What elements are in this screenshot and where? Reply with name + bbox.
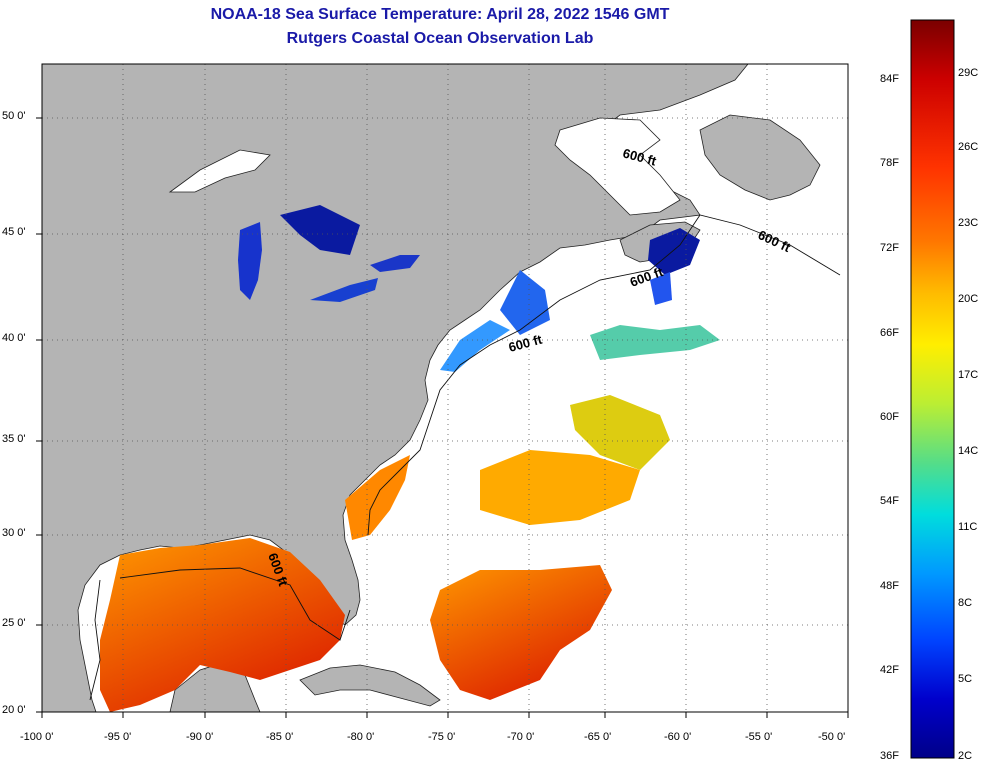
gulf-stream-yellow xyxy=(570,395,670,470)
colorbar-c-label: 23C xyxy=(958,217,979,229)
colorbar-c-label: 20C xyxy=(958,293,979,305)
lon-label: -90 0' xyxy=(186,731,214,743)
colorbar-f-label: 72F xyxy=(880,242,899,254)
colorbar-f-label: 36F xyxy=(880,750,899,762)
lake-superior xyxy=(168,149,271,193)
lat-label: 50 0' xyxy=(2,110,26,122)
colorbar-f-label: 60F xyxy=(880,411,899,423)
gulf-600ft-contour xyxy=(89,567,351,701)
colorbar-c-label: 11C xyxy=(958,521,978,533)
lake-erie-sst xyxy=(310,278,378,302)
lat-label: 40 0' xyxy=(2,332,26,344)
bahamas-atlantic-sst xyxy=(430,565,612,700)
colorbar xyxy=(910,19,955,759)
mid-atlantic-sst xyxy=(440,320,510,372)
lon-label: -65 0' xyxy=(584,731,612,743)
lon-label: -55 0' xyxy=(745,731,773,743)
colorbar-f-label: 78F xyxy=(880,157,899,169)
nova-scotia-sst xyxy=(648,228,700,275)
lon-label: -85 0' xyxy=(266,731,294,743)
graticule xyxy=(42,64,848,712)
newfoundland-land xyxy=(699,114,821,201)
colorbar-f-label: 42F xyxy=(880,664,899,676)
map-subtitle: Rutgers Coastal Ocean Observation Lab xyxy=(286,30,594,47)
colorbar-f-label: 84F xyxy=(880,73,899,85)
lake-michigan-sst xyxy=(238,222,262,300)
lat-label: 25 0' xyxy=(2,617,26,629)
axis-ticks xyxy=(36,117,849,718)
lake-huron-sst xyxy=(280,205,360,255)
lon-label: -95 0' xyxy=(104,731,132,743)
colorbar-c-label: 8C xyxy=(958,597,973,609)
colorbar-f-label: 54F xyxy=(880,495,899,507)
lake-ontario-sst xyxy=(370,255,420,272)
scotian-shelf-sst xyxy=(650,272,672,305)
slope-water-sst xyxy=(590,325,720,360)
lon-label: -60 0' xyxy=(664,731,692,743)
cuba-land xyxy=(299,664,441,707)
lon-label: -75 0' xyxy=(428,731,456,743)
lat-label: 45 0' xyxy=(2,226,26,238)
600ft-contour xyxy=(367,214,841,536)
colorbar-c-label: 5C xyxy=(958,673,973,685)
sargasso-sst xyxy=(480,450,640,525)
lon-label: -70 0' xyxy=(507,731,535,743)
gulf-of-st-lawrence xyxy=(554,117,681,216)
lat-label: 35 0' xyxy=(2,433,26,445)
colorbar-c-label: 14C xyxy=(958,445,979,457)
colorbar-f-label: 48F xyxy=(880,580,899,592)
lon-label: -80 0' xyxy=(347,731,375,743)
colorbar-c-label: 17C xyxy=(958,369,979,381)
north-america-land xyxy=(42,64,749,712)
map-title: NOAA-18 Sea Surface Temperature: April 2… xyxy=(210,6,670,23)
lat-label: 20 0' xyxy=(2,704,26,716)
lon-label: -100 0' xyxy=(20,731,54,743)
gulf-of-maine-sst xyxy=(500,270,550,335)
colorbar-c-label: 29C xyxy=(958,67,979,79)
lon-label: -50 0' xyxy=(818,731,846,743)
colorbar-c-label: 26C xyxy=(958,141,979,153)
colorbar-c-label: 2C xyxy=(958,750,973,762)
colorbar-f-label: 66F xyxy=(880,327,899,339)
lat-label: 30 0' xyxy=(2,527,26,539)
mexico-yucatan-land xyxy=(169,661,261,712)
